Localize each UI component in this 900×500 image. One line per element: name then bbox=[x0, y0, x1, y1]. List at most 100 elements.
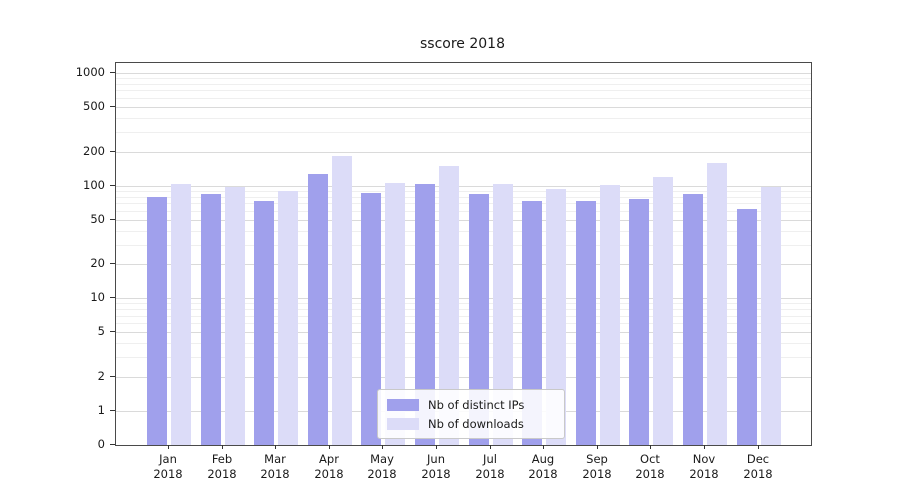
bar-downloads-jun bbox=[439, 166, 459, 445]
x-tick-year: 2018 bbox=[153, 467, 183, 481]
gridline-minor bbox=[116, 343, 811, 344]
x-tick-mark bbox=[543, 445, 544, 449]
y-tick-mark bbox=[110, 219, 115, 220]
y-tick-mark bbox=[110, 263, 115, 264]
y-tick-label: 1 bbox=[97, 403, 105, 417]
x-tick-year: 2018 bbox=[421, 467, 451, 481]
x-tick-mark bbox=[758, 445, 759, 449]
gridline-minor bbox=[116, 197, 811, 198]
bar-downloads-may bbox=[385, 183, 405, 445]
bar-distinct-ips-may bbox=[361, 193, 381, 445]
y-tick-label: 1000 bbox=[75, 65, 105, 79]
gridline-minor bbox=[116, 316, 811, 317]
bar-distinct-ips-jun bbox=[415, 184, 435, 445]
x-tick-mark bbox=[168, 445, 169, 449]
bar-distinct-ips-apr bbox=[308, 174, 328, 445]
x-tick-mark bbox=[222, 445, 223, 449]
gridline-major bbox=[116, 152, 811, 153]
y-tick-label: 50 bbox=[90, 212, 105, 226]
gridline-minor bbox=[116, 303, 811, 304]
x-tick-month: Dec bbox=[746, 452, 770, 466]
x-tick-year: 2018 bbox=[582, 467, 612, 481]
bar-distinct-ips-oct bbox=[629, 199, 649, 445]
x-tick-label: Jun 2018 bbox=[410, 452, 462, 482]
x-tick-year: 2018 bbox=[475, 467, 505, 481]
gridline-major bbox=[116, 377, 811, 378]
x-tick-month: Nov bbox=[692, 452, 716, 466]
y-tick-label: 5 bbox=[97, 324, 105, 338]
x-tick-mark bbox=[382, 445, 383, 449]
bar-downloads-jan bbox=[171, 184, 191, 445]
legend-label-downloads: Nb of downloads bbox=[428, 416, 524, 431]
gridline-minor bbox=[116, 98, 811, 99]
gridline-major bbox=[116, 220, 811, 221]
bar-distinct-ips-jul bbox=[469, 194, 489, 445]
bar-downloads-oct bbox=[653, 177, 673, 445]
x-tick-label: Sep 2018 bbox=[571, 452, 623, 482]
y-tick-label: 0 bbox=[97, 437, 105, 451]
bar-distinct-ips-nov bbox=[683, 194, 703, 445]
x-tick-year: 2018 bbox=[635, 467, 665, 481]
legend-label-distinct-ips: Nb of distinct IPs bbox=[428, 397, 525, 412]
y-tick-mark bbox=[110, 376, 115, 377]
bar-distinct-ips-sep bbox=[576, 201, 596, 445]
x-tick-label: Jul 2018 bbox=[464, 452, 516, 482]
x-tick-mark bbox=[490, 445, 491, 449]
chart-title: sscore 2018 bbox=[420, 36, 505, 52]
legend-entry: Nb of distinct IPs bbox=[387, 397, 555, 412]
bar-downloads-nov bbox=[707, 163, 727, 445]
x-tick-label: Jan 2018 bbox=[142, 452, 194, 482]
bar-downloads-feb bbox=[225, 187, 245, 445]
x-tick-month: Sep bbox=[586, 452, 608, 466]
x-tick-year: 2018 bbox=[260, 467, 290, 481]
y-tick-label: 500 bbox=[83, 99, 105, 113]
x-tick-year: 2018 bbox=[528, 467, 558, 481]
bar-downloads-mar bbox=[278, 191, 298, 445]
y-tick-mark bbox=[110, 444, 115, 445]
bar-downloads-apr bbox=[332, 156, 352, 445]
bar-downloads-jul bbox=[493, 184, 513, 445]
y-tick-mark bbox=[110, 185, 115, 186]
x-tick-month: Jun bbox=[427, 452, 445, 466]
x-tick-mark bbox=[650, 445, 651, 449]
gridline-minor bbox=[116, 84, 811, 85]
x-tick-month: Jul bbox=[483, 452, 497, 466]
x-tick-mark bbox=[597, 445, 598, 449]
gridline-minor bbox=[116, 357, 811, 358]
x-tick-month: Mar bbox=[264, 452, 286, 466]
bar-distinct-ips-aug bbox=[522, 201, 542, 445]
gridline-major bbox=[116, 186, 811, 187]
gridline-major bbox=[116, 264, 811, 265]
gridline-minor bbox=[116, 90, 811, 91]
x-tick-year: 2018 bbox=[689, 467, 719, 481]
legend-swatch-downloads bbox=[387, 417, 419, 430]
gridline-minor bbox=[116, 132, 811, 133]
bar-downloads-aug bbox=[546, 189, 566, 445]
plot-area: Nb of distinct IPs Nb of downloads bbox=[115, 62, 812, 446]
bar-distinct-ips-dec bbox=[737, 209, 757, 445]
gridline-minor bbox=[116, 78, 811, 79]
x-tick-mark bbox=[704, 445, 705, 449]
x-tick-year: 2018 bbox=[207, 467, 237, 481]
x-tick-month: Apr bbox=[319, 452, 339, 466]
x-tick-year: 2018 bbox=[367, 467, 397, 481]
y-tick-label: 20 bbox=[90, 256, 105, 270]
gridline-major bbox=[116, 332, 811, 333]
gridline-major bbox=[116, 73, 811, 74]
x-tick-month: Aug bbox=[531, 452, 555, 466]
y-tick-mark bbox=[110, 151, 115, 152]
y-tick-mark bbox=[110, 410, 115, 411]
y-tick-mark bbox=[110, 331, 115, 332]
y-tick-mark bbox=[110, 297, 115, 298]
gridline-minor bbox=[116, 309, 811, 310]
x-tick-mark bbox=[436, 445, 437, 449]
x-tick-label: Oct 2018 bbox=[624, 452, 676, 482]
bar-distinct-ips-jan bbox=[147, 197, 167, 445]
x-tick-label: Aug 2018 bbox=[517, 452, 569, 482]
legend-entry: Nb of downloads bbox=[387, 416, 555, 431]
gridline-minor bbox=[116, 118, 811, 119]
x-tick-month: Jan bbox=[159, 452, 177, 466]
gridline-minor bbox=[116, 231, 811, 232]
x-tick-month: Feb bbox=[211, 452, 233, 466]
